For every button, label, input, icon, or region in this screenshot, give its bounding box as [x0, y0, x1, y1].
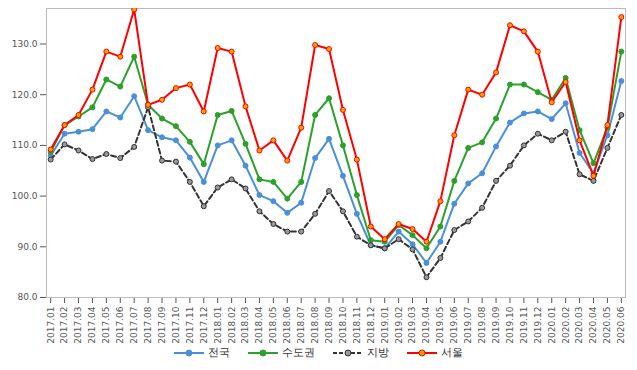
html-text:전국: 전국 [208, 346, 230, 359]
svg-text:2017.10: 2017.10 [171, 306, 181, 343]
html-text:서울: 서울 [441, 346, 463, 359]
svg-text:2018.11: 2018.11 [352, 307, 362, 344]
svg-text:2019.08: 2019.08 [477, 306, 487, 343]
html-text:수도권: 수도권 [282, 346, 315, 359]
svg-text:2017.05: 2017.05 [101, 307, 111, 344]
svg-text:2019.02: 2019.02 [394, 307, 404, 344]
svg-text:2020.01: 2020.01 [547, 307, 557, 344]
svg-text:2018.09: 2018.09 [324, 306, 334, 343]
svg-text:2018.10: 2018.10 [338, 306, 348, 343]
svg-text:2019.06: 2019.06 [449, 306, 459, 343]
svg-text:130.0: 130.0 [12, 39, 38, 49]
svg-text:2020.03: 2020.03 [574, 307, 584, 344]
svg-text:2017.06: 2017.06 [115, 306, 125, 343]
svg-text:2017.04: 2017.04 [87, 306, 97, 343]
html-text:지방: 지방 [367, 346, 389, 359]
svg-text:2019.12: 2019.12 [533, 307, 543, 344]
svg-text:2019.04: 2019.04 [421, 306, 431, 343]
svg-text:2018.03: 2018.03 [240, 307, 250, 344]
svg-text:2018.12: 2018.12 [366, 307, 376, 344]
svg-text:2018.08: 2018.08 [310, 306, 320, 343]
svg-text:2018.07: 2018.07 [296, 307, 306, 344]
svg-text:120.0: 120.0 [12, 90, 38, 100]
svg-text:2019.07: 2019.07 [463, 307, 473, 344]
svg-text:2020.06: 2020.06 [616, 306, 626, 343]
svg-text:2019.03: 2019.03 [407, 307, 417, 344]
svg-text:2017.07: 2017.07 [129, 307, 139, 344]
svg-text:90.0: 90.0 [17, 242, 37, 252]
svg-text:100.0: 100.0 [12, 191, 38, 201]
svg-text:2017.03: 2017.03 [73, 307, 83, 344]
svg-text:2018.04: 2018.04 [254, 306, 264, 343]
svg-text:2020.02: 2020.02 [561, 307, 571, 344]
svg-text:2019.05: 2019.05 [435, 307, 445, 344]
svg-text:110.0: 110.0 [12, 140, 38, 150]
svg-text:2018.01: 2018.01 [213, 307, 223, 344]
svg-text:2017.11: 2017.11 [185, 307, 195, 344]
svg-text:2020.05: 2020.05 [602, 307, 612, 344]
svg-text:2019.01: 2019.01 [380, 307, 390, 344]
svg-text:2017.12: 2017.12 [199, 307, 209, 344]
svg-text:2017.08: 2017.08 [143, 306, 153, 343]
svg-text:2020.04: 2020.04 [588, 306, 598, 343]
svg-text:2019.10: 2019.10 [505, 306, 515, 343]
svg-text:2018.02: 2018.02 [226, 307, 236, 344]
svg-text:2019.09: 2019.09 [491, 306, 501, 343]
svg-text:80.0: 80.0 [17, 292, 37, 302]
svg-text:2017.01: 2017.01 [46, 307, 56, 344]
svg-text:2018.06: 2018.06 [282, 306, 292, 343]
svg-text:2018.05: 2018.05 [268, 307, 278, 344]
svg-text:2019.11: 2019.11 [519, 307, 529, 344]
svg-text:2017.09: 2017.09 [157, 306, 167, 343]
svg-text:2017.02: 2017.02 [59, 307, 69, 344]
